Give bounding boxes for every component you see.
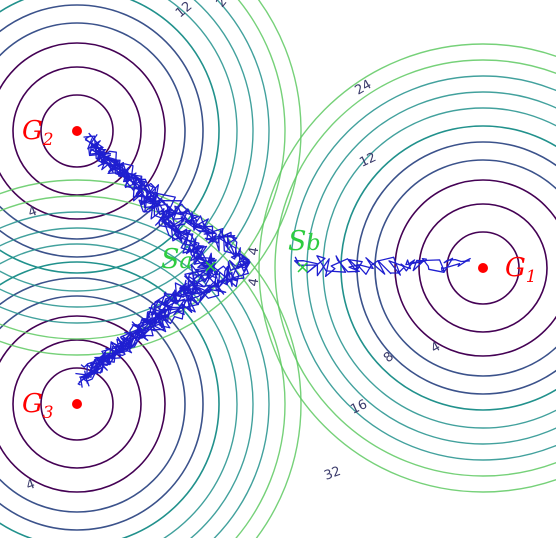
contour-label: 32 bbox=[322, 464, 343, 484]
contour-label: 12 bbox=[357, 150, 378, 171]
trajectory-path bbox=[75, 261, 213, 379]
start-a-label: Sa bbox=[161, 244, 193, 275]
trajectory-paths bbox=[75, 132, 471, 388]
contour-label: 12 bbox=[173, 0, 195, 21]
contour-ring bbox=[0, 227, 254, 538]
contour-ring bbox=[0, 295, 186, 513]
contour-ring bbox=[258, 43, 556, 493]
contour-ring bbox=[0, 22, 186, 240]
contour-label: 16 bbox=[348, 397, 369, 418]
contour-ring bbox=[0, 243, 238, 538]
goal-3-marker bbox=[72, 399, 82, 409]
trajectory-path bbox=[90, 149, 251, 263]
contour-label: 4 bbox=[429, 339, 444, 356]
trajectory-path bbox=[293, 257, 470, 278]
contour-ring bbox=[0, 195, 286, 538]
contour-ring bbox=[374, 159, 556, 377]
contour-ring bbox=[0, 0, 270, 324]
goal-3-label: G3 bbox=[22, 389, 54, 423]
goal-2-label: G2 bbox=[22, 116, 54, 150]
start-b-label: Sb bbox=[288, 226, 321, 257]
contour-ring bbox=[0, 0, 220, 274]
contour-ring bbox=[0, 0, 302, 356]
contour-ring bbox=[40, 367, 114, 441]
contour-ring bbox=[12, 66, 142, 196]
goal-2-marker bbox=[72, 126, 82, 136]
contour-ring bbox=[0, 261, 220, 538]
contour-ring bbox=[0, 0, 254, 308]
contour-ring bbox=[306, 91, 556, 445]
contour-label: 4 bbox=[246, 277, 262, 288]
contour-ring bbox=[0, 42, 166, 220]
contour-ring bbox=[290, 75, 556, 461]
trajectory-path bbox=[80, 259, 251, 368]
contour-label: 20 bbox=[214, 0, 236, 11]
contour-ring bbox=[12, 339, 142, 469]
contour-label: 4 bbox=[246, 246, 262, 257]
contour-labels: 12 20 24 12 4 4 4 8 4 16 4 32 bbox=[24, 0, 443, 494]
contour-ring bbox=[0, 211, 270, 538]
trajectory-path bbox=[89, 261, 251, 372]
contour-ring bbox=[340, 125, 556, 411]
trajectory-path bbox=[96, 146, 251, 263]
contour-ring bbox=[0, 179, 302, 538]
goal-1-label: G1 bbox=[505, 253, 537, 287]
contour-ring bbox=[274, 59, 556, 477]
contour-ring bbox=[0, 315, 166, 493]
contour-label: 4 bbox=[24, 477, 37, 494]
goal-1-marker bbox=[478, 263, 488, 273]
trajectory-path bbox=[79, 261, 251, 378]
contour-label: 24 bbox=[353, 77, 375, 98]
contour-ring bbox=[0, 277, 204, 531]
start-b-marker: × bbox=[295, 257, 310, 278]
contour-ring bbox=[40, 94, 114, 168]
contour-ring bbox=[0, 4, 204, 258]
contour-ring bbox=[0, 0, 286, 340]
contour-ring bbox=[0, 0, 238, 292]
trajectory-path bbox=[294, 255, 471, 276]
start-a-marker: × bbox=[203, 256, 218, 277]
contour-ring bbox=[418, 203, 548, 333]
